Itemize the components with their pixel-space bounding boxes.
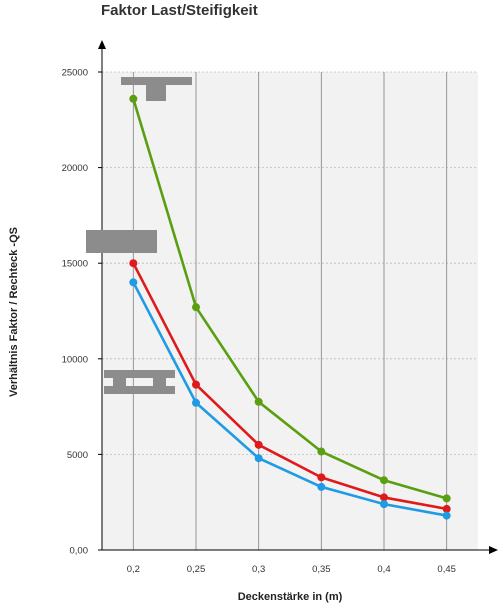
data-series xyxy=(129,94,451,520)
y-tick-label: 25000 xyxy=(62,68,88,79)
data-point xyxy=(317,482,326,491)
data-point xyxy=(254,397,263,406)
x-axis-arrow xyxy=(489,546,498,554)
data-point xyxy=(192,303,200,312)
y-tick-label: 15000 xyxy=(62,259,88,270)
y-tick-label: 20000 xyxy=(62,163,88,174)
x-tick-label: 0,25 xyxy=(187,564,206,575)
x-tick-label: 0,4 xyxy=(377,564,390,575)
y-tick-label: 10000 xyxy=(62,354,88,365)
data-point xyxy=(129,94,138,103)
y-axis-label: Verhältnis Faktor / Rechteck -QS xyxy=(8,227,20,397)
data-point xyxy=(380,500,388,509)
x-tick-label: 0,35 xyxy=(312,564,331,575)
y-tick-label: 5000 xyxy=(67,450,88,461)
x-tick-label: 0,3 xyxy=(252,564,265,575)
grid-lines xyxy=(102,71,478,550)
y-tick-label: 0,00 xyxy=(70,546,89,557)
series-line xyxy=(132,98,448,500)
data-point xyxy=(380,476,388,485)
data-point xyxy=(129,259,138,268)
x-axis-label: Deckenstärke in (m) xyxy=(238,591,343,603)
data-point xyxy=(254,454,263,463)
data-point xyxy=(442,504,451,513)
data-point xyxy=(380,493,388,502)
i-beam-section-icon xyxy=(104,370,175,394)
data-point xyxy=(317,473,326,482)
x-tick-label: 0,45 xyxy=(437,564,456,575)
series-line xyxy=(132,262,447,511)
data-point xyxy=(192,380,200,389)
data-point xyxy=(192,398,200,407)
t-section-icon xyxy=(121,77,192,101)
data-point xyxy=(254,440,263,449)
data-point xyxy=(317,447,326,456)
x-tick-label: 0,2 xyxy=(127,564,140,575)
plot-background xyxy=(102,72,478,550)
rectangle-section-icon xyxy=(86,230,157,253)
series-line xyxy=(132,281,447,517)
data-point xyxy=(129,278,138,287)
y-axis-arrow xyxy=(98,40,106,49)
axes xyxy=(98,40,498,554)
data-point xyxy=(442,494,451,503)
chart-title: Faktor Last/Steifigkeit xyxy=(101,2,258,19)
data-point xyxy=(442,511,451,520)
cross-section-icons xyxy=(86,77,192,394)
tick-labels: 0,00 5000 10000 15000 20000 25000 0,2 0,25 0,3 0,… xyxy=(62,68,456,576)
